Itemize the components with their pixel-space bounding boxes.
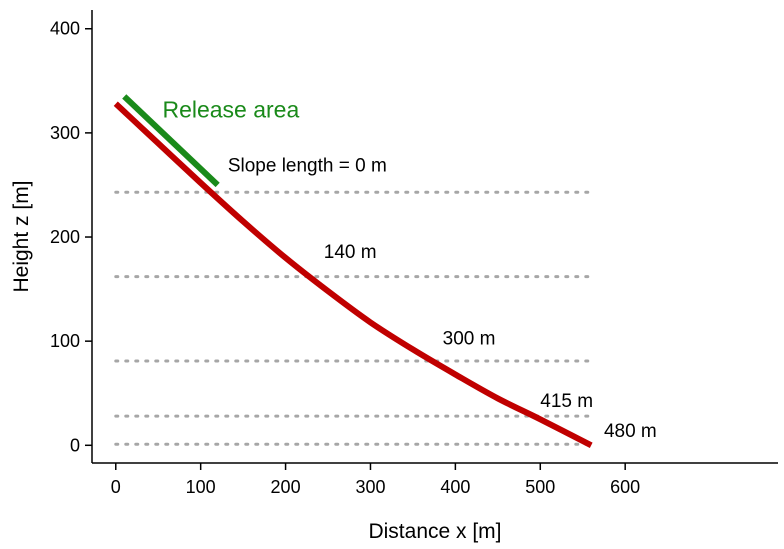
y-tick-label: 200 bbox=[50, 227, 80, 247]
x-tick-label: 500 bbox=[525, 477, 555, 497]
slope-profile-line bbox=[113, 101, 593, 448]
annotation-label: Slope length = 0 m bbox=[228, 155, 387, 176]
annotation-label: 140 m bbox=[324, 242, 377, 263]
x-ticks: 0 100 200 300 400 500 600 bbox=[111, 463, 640, 497]
annotation-label: Release area bbox=[162, 96, 299, 122]
y-tick-label: 300 bbox=[50, 123, 80, 143]
release-area-line bbox=[122, 94, 220, 188]
x-tick-label: 400 bbox=[440, 477, 470, 497]
annotation-label: 300 m bbox=[443, 328, 496, 349]
annotation-label: 480 m bbox=[604, 421, 657, 442]
x-tick-label: 200 bbox=[271, 477, 301, 497]
annotation-label: 415 m bbox=[540, 391, 593, 412]
y-tick-label: 100 bbox=[50, 331, 80, 351]
x-tick-label: 300 bbox=[355, 477, 385, 497]
y-tick-label: 400 bbox=[50, 19, 80, 39]
y-ticks: 0 100 200 300 400 bbox=[50, 19, 92, 455]
y-tick-label: 0 bbox=[70, 435, 80, 455]
x-tick-label: 100 bbox=[186, 477, 216, 497]
series-group bbox=[113, 94, 593, 448]
reference-lines bbox=[114, 190, 597, 446]
x-axis-label: Distance x [m] bbox=[368, 520, 501, 543]
x-tick-label: 600 bbox=[610, 477, 640, 497]
x-tick-label: 0 bbox=[111, 477, 121, 497]
axes bbox=[91, 10, 778, 464]
annotations: Release area Slope length = 0 m 140 m 300 m… bbox=[162, 96, 656, 442]
y-axis-label: Height z [m] bbox=[10, 180, 33, 292]
